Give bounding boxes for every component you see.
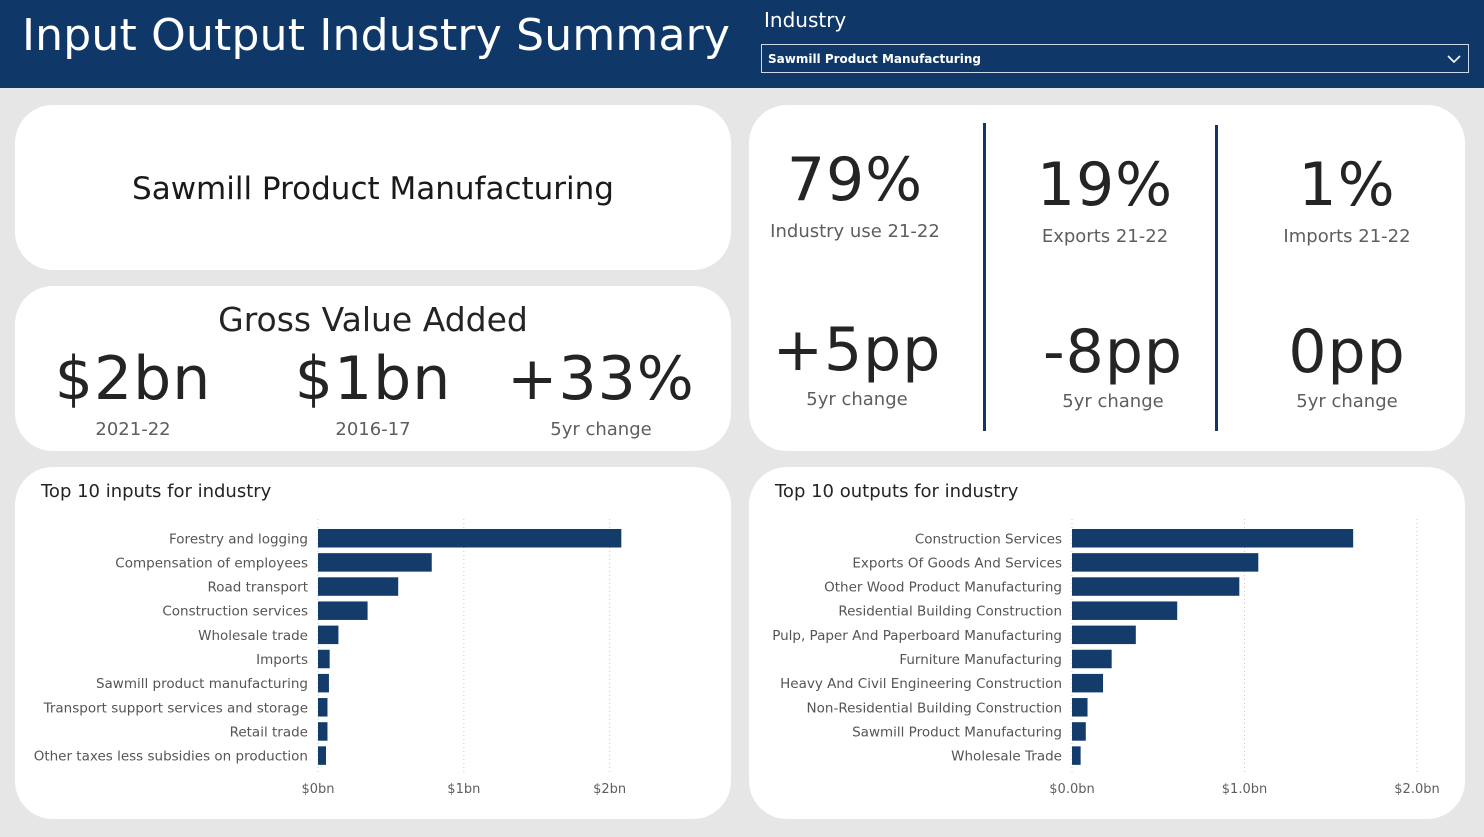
outputs-category-label: Construction Services bbox=[915, 531, 1062, 547]
inputs-bar bbox=[318, 746, 327, 765]
outputs-bar bbox=[1072, 722, 1086, 741]
gva-title: Gross Value Added bbox=[218, 300, 528, 339]
industry-slicer-label: Industry bbox=[764, 8, 847, 32]
outputs-tick-label: $1.0bn bbox=[1222, 782, 1267, 797]
inputs-category-label: Other taxes less subsidies on production bbox=[34, 749, 308, 765]
inputs-bar bbox=[318, 577, 399, 596]
inputs-category-label: Imports bbox=[256, 652, 308, 668]
kpi-divider-2 bbox=[1215, 125, 1218, 431]
inputs-chart-title: Top 10 inputs for industry bbox=[41, 481, 272, 502]
gva-change-label: 5yr change bbox=[550, 419, 652, 440]
inputs-category-label: Transport support services and storage bbox=[43, 700, 308, 716]
gva-2021-value: $2bn bbox=[54, 344, 212, 414]
gva-2016-value: $1bn bbox=[294, 344, 452, 414]
inputs-category-label: Sawmill product manufacturing bbox=[96, 676, 308, 692]
outputs-category-label: Heavy And Civil Engineering Construction bbox=[780, 676, 1062, 692]
chevron-down-icon bbox=[1447, 55, 1461, 64]
inputs-category-label: Construction services bbox=[162, 604, 308, 620]
exports-change-label: 5yr change bbox=[1062, 391, 1164, 412]
outputs-category-label: Other Wood Product Manufacturing bbox=[824, 580, 1062, 596]
exports-label: Exports 21-22 bbox=[1041, 226, 1169, 247]
industry-name-card: Sawmill Product Manufacturing bbox=[15, 105, 731, 270]
outputs-bar bbox=[1072, 577, 1240, 596]
inputs-bar bbox=[318, 722, 328, 741]
inputs-bar bbox=[318, 601, 368, 620]
gva-card: Gross Value Added $2bn 2021-22 $1bn 2016… bbox=[15, 286, 731, 451]
inputs-category-label: Wholesale trade bbox=[198, 628, 308, 644]
industry-use-label: Industry use 21-22 bbox=[770, 221, 940, 242]
outputs-category-label: Non-Residential Building Construction bbox=[807, 700, 1062, 716]
inputs-category-label: Compensation of employees bbox=[115, 555, 308, 571]
outputs-bar bbox=[1072, 625, 1136, 645]
outputs-category-label: Furniture Manufacturing bbox=[899, 652, 1062, 668]
inputs-bar bbox=[318, 553, 432, 572]
outputs-chart-card: Top 10 outputs for industry $0.0bn $1.0bn… bbox=[749, 467, 1465, 819]
kpi-divider-1 bbox=[983, 123, 986, 431]
outputs-category-label: Exports Of Goods And Services bbox=[852, 555, 1062, 571]
outputs-bar bbox=[1072, 553, 1259, 572]
industry-name: Sawmill Product Manufacturing bbox=[132, 171, 614, 207]
inputs-bar bbox=[318, 698, 328, 717]
inputs-tick-label: $0bn bbox=[301, 782, 334, 797]
inputs-chart-card: Top 10 inputs for industry $0bn $1bn $2bn F… bbox=[15, 467, 731, 819]
outputs-bar bbox=[1072, 698, 1088, 717]
inputs-tick-label: $2bn bbox=[593, 782, 626, 797]
industry-dropdown-value: Sawmill Product Manufacturing bbox=[768, 52, 981, 66]
outputs-bar-chart: $0.0bn $1.0bn $2.0bn Construction Services E… bbox=[772, 519, 1440, 797]
industry-use-change-label: 5yr change bbox=[806, 389, 908, 410]
outputs-category-label: Residential Building Construction bbox=[838, 604, 1062, 620]
page-title: Input Output Industry Summary bbox=[22, 10, 731, 61]
inputs-category-label: Road transport bbox=[207, 580, 308, 596]
gva-change-value: +33% bbox=[507, 344, 695, 414]
outputs-bar bbox=[1072, 601, 1178, 620]
inputs-category-label: Forestry and logging bbox=[169, 531, 308, 547]
inputs-bar-chart: $0bn $1bn $2bn Forestry and logging Compensa… bbox=[34, 519, 626, 797]
imports-change-label: 5yr change bbox=[1296, 391, 1398, 412]
outputs-bar bbox=[1072, 746, 1081, 765]
inputs-tick-label: $1bn bbox=[447, 782, 480, 797]
outputs-tick-label: $2.0bn bbox=[1394, 782, 1439, 797]
industry-use-value: 79% bbox=[786, 145, 924, 215]
inputs-bar bbox=[318, 529, 622, 548]
inputs-category-label: Retail trade bbox=[230, 724, 308, 740]
trade-shares-card: 79% Industry use 21-22 19% Exports 21-22… bbox=[749, 105, 1465, 451]
industry-dropdown[interactable]: Sawmill Product Manufacturing bbox=[761, 44, 1469, 73]
outputs-category-label: Sawmill Product Manufacturing bbox=[852, 724, 1062, 740]
inputs-bar bbox=[318, 673, 329, 693]
industry-use-change-value: +5pp bbox=[772, 315, 942, 385]
inputs-bar bbox=[318, 625, 339, 645]
outputs-tick-label: $0.0bn bbox=[1049, 782, 1094, 797]
imports-label: Imports 21-22 bbox=[1283, 226, 1411, 247]
exports-value: 19% bbox=[1036, 150, 1174, 220]
header-bar: Input Output Industry Summary Industry S… bbox=[0, 0, 1484, 88]
imports-change-value: 0pp bbox=[1288, 317, 1406, 387]
exports-change-value: -8pp bbox=[1043, 317, 1183, 387]
gva-2016-label: 2016-17 bbox=[335, 419, 411, 440]
inputs-bar bbox=[318, 649, 330, 669]
gva-2021-label: 2021-22 bbox=[95, 419, 171, 440]
outputs-bar bbox=[1072, 673, 1104, 693]
outputs-category-label: Wholesale Trade bbox=[951, 749, 1062, 765]
outputs-category-label: Pulp, Paper And Paperboard Manufacturing bbox=[772, 628, 1062, 644]
outputs-chart-title: Top 10 outputs for industry bbox=[775, 481, 1019, 502]
outputs-bar bbox=[1072, 649, 1112, 669]
outputs-bar bbox=[1072, 529, 1354, 548]
imports-value: 1% bbox=[1298, 150, 1396, 220]
